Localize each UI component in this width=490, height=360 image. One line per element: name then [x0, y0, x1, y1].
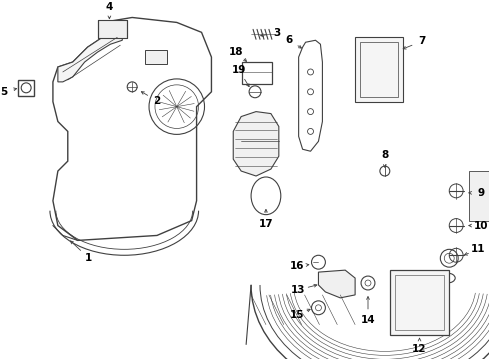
- Text: 10: 10: [474, 221, 488, 230]
- Bar: [355, 37, 403, 102]
- Text: 18: 18: [229, 46, 244, 57]
- Text: 17: 17: [259, 219, 273, 229]
- Text: 4: 4: [106, 1, 113, 12]
- Bar: [98, 21, 127, 38]
- Text: 7: 7: [418, 36, 426, 46]
- Text: 16: 16: [290, 261, 304, 271]
- Text: 12: 12: [412, 345, 427, 354]
- Bar: [242, 62, 272, 84]
- Bar: [390, 270, 449, 334]
- Ellipse shape: [251, 177, 281, 215]
- Text: 13: 13: [291, 285, 305, 295]
- Text: 11: 11: [471, 244, 486, 255]
- Text: 6: 6: [286, 35, 293, 45]
- Text: 2: 2: [153, 96, 161, 106]
- Text: 8: 8: [381, 150, 389, 160]
- Bar: [18, 80, 34, 96]
- Text: 15: 15: [290, 310, 305, 320]
- Text: 3: 3: [273, 28, 280, 38]
- Text: 14: 14: [361, 315, 375, 325]
- Bar: [395, 275, 444, 330]
- Polygon shape: [298, 40, 322, 151]
- Polygon shape: [318, 270, 355, 298]
- Polygon shape: [233, 112, 279, 176]
- Bar: [360, 42, 398, 97]
- Text: 19: 19: [232, 65, 246, 75]
- Text: 5: 5: [0, 86, 7, 96]
- Polygon shape: [58, 30, 122, 82]
- Polygon shape: [53, 18, 212, 240]
- Text: 1: 1: [85, 253, 92, 263]
- Bar: [145, 50, 167, 64]
- Bar: [469, 171, 490, 221]
- Ellipse shape: [440, 273, 455, 283]
- Text: 9: 9: [477, 188, 485, 198]
